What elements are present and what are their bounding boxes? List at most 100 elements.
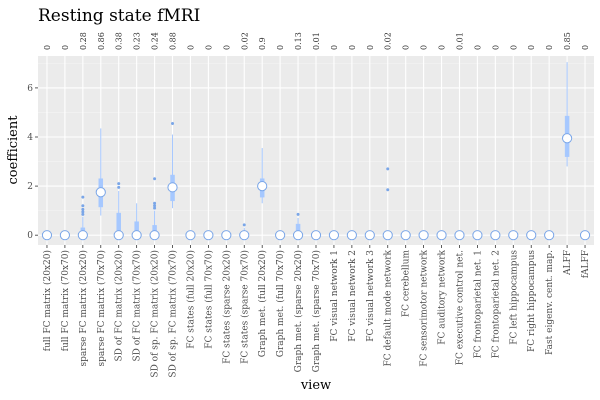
- x-tick-label: FC states (sparse 20x20): [221, 250, 232, 364]
- x-axis-title: view: [300, 378, 331, 393]
- y-tick-label: 4: [27, 133, 33, 143]
- frequency-label: 0: [348, 45, 357, 50]
- mean-point: [221, 230, 232, 241]
- x-tick-label: FC auditory network: [438, 249, 448, 344]
- x-tick-label: FC sensorimotor network: [420, 249, 430, 366]
- frequency-label: 0.88: [169, 32, 178, 50]
- frequency-label: 0: [581, 45, 590, 50]
- frequency-label: 0: [527, 45, 536, 50]
- mean-point: [167, 182, 178, 193]
- mean-point: [59, 230, 71, 241]
- frequency-label: 0.24: [151, 32, 160, 50]
- x-tick-label: FC states (sparse 70x70): [239, 250, 250, 364]
- frequency-label: 0: [186, 45, 195, 50]
- y-tick-label: 2: [27, 182, 33, 192]
- mean-point: [526, 230, 537, 241]
- frequency-label: 0.02: [240, 32, 249, 50]
- mean-point: [382, 230, 393, 241]
- frequency-label: 0: [473, 45, 482, 50]
- mean-points: [41, 133, 591, 241]
- box-outlier: [117, 182, 121, 186]
- mean-point: [472, 230, 483, 241]
- mean-point: [185, 230, 196, 241]
- frequency-label: 0: [402, 45, 411, 50]
- y-tick-label: 6: [27, 84, 33, 94]
- box-outlier: [81, 195, 85, 199]
- x-tick-label: Graph met. (sparse 70x70): [311, 250, 322, 372]
- mean-point: [95, 187, 106, 198]
- y-axis-title: coefficient: [6, 115, 21, 185]
- frequency-label: 0.01: [455, 32, 464, 50]
- frequency-label: 0: [438, 45, 447, 50]
- frequency-label: 0.01: [312, 32, 321, 50]
- mean-point: [257, 180, 268, 192]
- mean-point: [490, 230, 501, 241]
- frequency-label: 0: [509, 45, 518, 50]
- x-tick-label: sparse FC matrix (70x70): [96, 250, 107, 366]
- mean-point: [364, 230, 375, 241]
- x-tick-label: SD of FC matrix (70x70): [132, 250, 143, 361]
- mean-point: [579, 230, 591, 241]
- box-outlier: [81, 210, 85, 214]
- frequency-label: 0: [330, 45, 339, 50]
- x-tick-label: fALFF: [581, 250, 591, 278]
- mean-point: [41, 230, 53, 241]
- x-tick-label: ALFF: [563, 250, 573, 276]
- box-outlier: [81, 207, 85, 211]
- x-tick-label: Graph met. (full 20x20): [257, 250, 268, 357]
- mean-point: [131, 230, 142, 241]
- mean-point: [77, 230, 88, 241]
- x-tick-label: Graph met. (full 70x70): [275, 250, 286, 357]
- mean-point: [310, 230, 322, 241]
- mean-point: [454, 230, 465, 241]
- chart-title: Resting state fMRI: [38, 6, 200, 26]
- x-tick-label: FC left hippocampus: [509, 250, 519, 345]
- mean-point: [346, 230, 357, 241]
- frequency-label: 0: [222, 45, 231, 50]
- mean-point: [561, 133, 573, 144]
- box-outlier: [296, 212, 300, 216]
- x-tick-label: FC right hippocampus: [527, 250, 537, 352]
- x-tick-label: Fast eigenv. cent. map.: [545, 250, 555, 355]
- box-outlier: [171, 122, 175, 125]
- box-outlier: [153, 206, 157, 210]
- frequency-label: 0.86: [97, 32, 106, 50]
- x-tick-label: FC visual network 1: [330, 250, 340, 342]
- x-tick-label: FC cerebellum: [402, 250, 412, 318]
- x-axis-ticks: full FC matrix (20x20) full FC matrix (70…: [42, 245, 591, 378]
- box-outlier: [81, 204, 85, 208]
- frequency-label: 0: [366, 45, 375, 50]
- mean-point: [292, 230, 304, 241]
- mean-point: [275, 230, 286, 241]
- frequency-label: 0.28: [79, 32, 88, 50]
- frequency-label: 0: [491, 45, 500, 50]
- frequency-label: 0.38: [115, 32, 124, 50]
- mean-point: [328, 230, 340, 241]
- x-tick-label: SD of sp. FC matrix (20x20): [150, 250, 161, 378]
- frequency-label: 0: [545, 45, 554, 50]
- mean-point: [436, 230, 447, 241]
- box-outlier: [242, 223, 246, 227]
- box-outlier: [153, 201, 157, 205]
- x-tick-label: FC visual network 3: [366, 250, 376, 342]
- x-tick-label: SD of FC matrix (20x20): [114, 250, 125, 361]
- mean-point: [149, 230, 160, 241]
- x-tick-label: Graph met. (sparse 20x20): [293, 250, 304, 372]
- box-outlier: [386, 188, 390, 192]
- mean-point: [508, 230, 519, 241]
- box-outlier: [117, 185, 121, 189]
- mean-point: [113, 230, 124, 241]
- mean-point: [239, 230, 250, 241]
- x-tick-label: FC frontoparietal net. 1: [473, 250, 483, 358]
- x-tick-label: FC frontoparietal net. 2: [491, 250, 501, 358]
- mean-point: [400, 230, 411, 241]
- selection-frequency-labels: 0 0 0.28 0.86 0.38 0.23 0.24 0.88 0 0 0 0.02 0.9 0 0.1…: [43, 32, 590, 50]
- frequency-label: 0: [43, 45, 52, 50]
- box-outlier: [81, 212, 85, 216]
- x-tick-label: SD of sp. FC matrix (70x70): [168, 250, 179, 378]
- x-tick-label: FC states (full 70x70): [203, 250, 214, 349]
- frequency-label: 0: [420, 45, 429, 50]
- mean-point: [418, 230, 429, 241]
- frequency-label: 0.85: [563, 32, 572, 50]
- y-tick-label: 0: [27, 231, 33, 241]
